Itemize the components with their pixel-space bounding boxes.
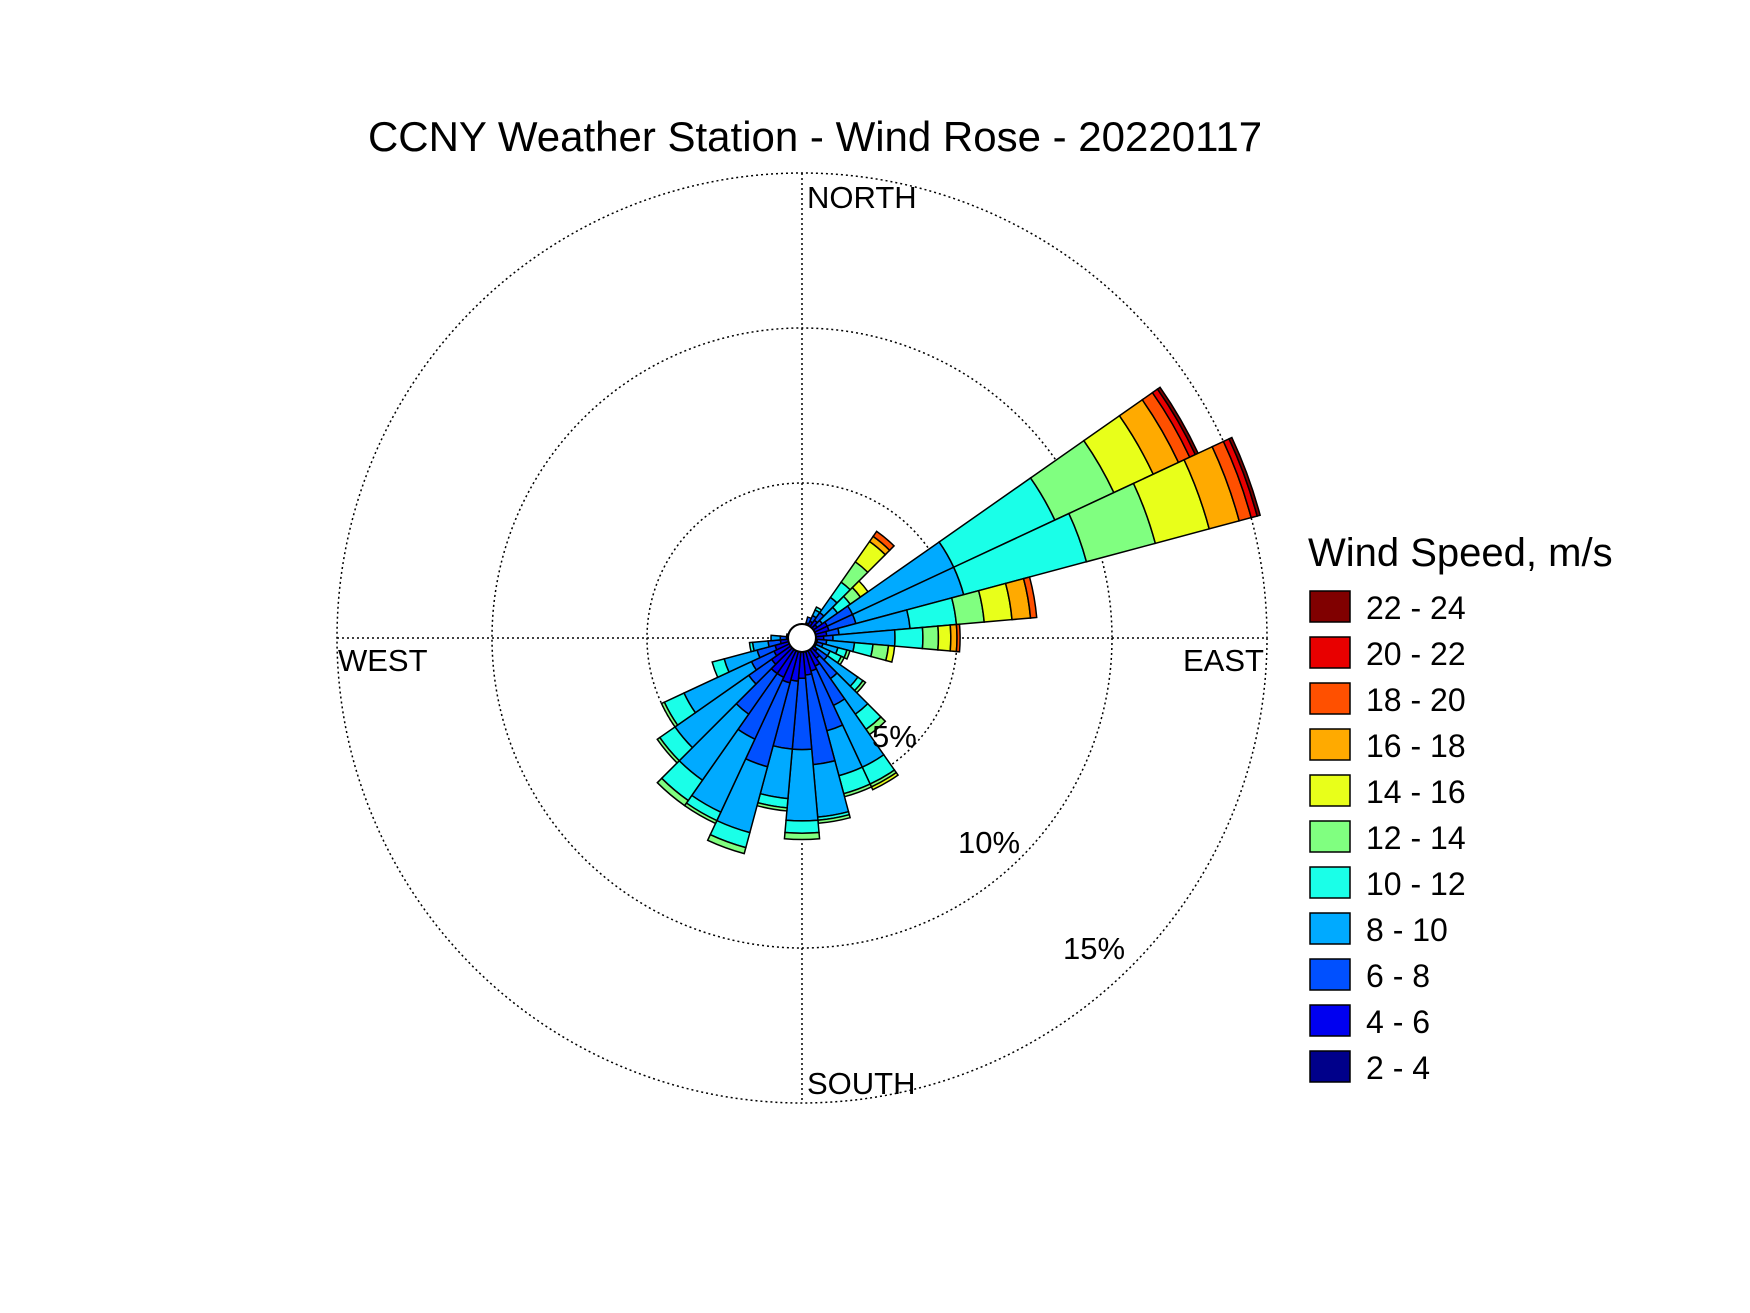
legend-swatch [1309, 1050, 1351, 1083]
sector-90-bin-18-20 [955, 623, 961, 653]
sector-110-bin-12-14 [843, 649, 851, 660]
legend-swatch [1309, 728, 1351, 761]
legend-label: 22 - 24 [1366, 590, 1466, 626]
legend-label: 20 - 22 [1366, 636, 1466, 672]
sector-270-bin-6-8 [779, 635, 788, 641]
label-south: SOUTH [807, 1066, 916, 1101]
sector-40-bin-18-20 [872, 530, 896, 552]
sector-230-bin-12-14 [656, 736, 681, 765]
ring-label-5: 5% [872, 719, 917, 754]
legend-swatch [1309, 820, 1351, 853]
legend-swatch [1309, 912, 1351, 945]
legend-swatch [1309, 958, 1351, 991]
legend-swatch [1309, 590, 1351, 623]
label-north: NORTH [807, 180, 917, 215]
sector-80-bin-18-20 [1022, 576, 1038, 619]
sector-90-bin-10-12 [893, 626, 924, 650]
legend-label: 2 - 4 [1366, 1050, 1430, 1086]
wind-sectors [656, 386, 1262, 855]
sector-150-bin-14-16 [870, 771, 900, 791]
legend-label: 18 - 20 [1366, 682, 1466, 718]
sector-180-bin-10-12 [784, 819, 820, 835]
sector-200-bin-12-14 [706, 833, 747, 855]
legend-title: Wind Speed, m/s [1308, 531, 1613, 575]
label-east: EAST [1183, 643, 1264, 678]
sector-260-bin-10-12 [748, 641, 756, 653]
sector-270-bin-8-10 [770, 634, 782, 642]
legend-label: 8 - 10 [1366, 912, 1448, 948]
ring-label-15: 15% [1063, 931, 1125, 966]
sector-250-bin-10-12 [711, 657, 730, 679]
legend-label: 4 - 6 [1366, 1004, 1430, 1040]
grid-ring-10 [491, 327, 1113, 949]
legend-label: 14 - 16 [1366, 774, 1466, 810]
chart-title: CCNY Weather Station - Wind Rose - 20220… [368, 113, 1262, 160]
legend-label: 10 - 12 [1366, 866, 1466, 902]
legend: Wind Speed, m/s 22 - 24 20 - 22 18 - 20 16 … [1308, 531, 1613, 1086]
sector-240-bin-12-14 [660, 701, 679, 728]
center-hole [787, 623, 817, 653]
sector-70-bin-22-24 [1228, 436, 1262, 517]
legend-swatch [1309, 866, 1351, 899]
sector-220-bin-12-14 [656, 777, 690, 807]
legend-swatch [1309, 682, 1351, 715]
sector-100-bin-14-16 [884, 644, 896, 663]
legend-label: 6 - 8 [1366, 958, 1430, 994]
legend-label: 16 - 18 [1366, 728, 1466, 764]
legend-swatch [1309, 636, 1351, 669]
legend-label: 12 - 14 [1366, 820, 1466, 856]
sector-90-bin-14-16 [937, 624, 952, 652]
sector-20-bin-6-8 [805, 616, 813, 625]
sector-180-bin-12-14 [783, 831, 821, 841]
label-west: WEST [338, 643, 428, 678]
legend-swatch [1309, 1004, 1351, 1037]
legend-swatch [1309, 774, 1351, 807]
grid-ring-15 [336, 172, 1268, 1104]
sector-90-bin-12-14 [921, 625, 940, 651]
sector-100-bin-10-12 [851, 641, 874, 658]
ring-label-10: 10% [958, 825, 1020, 860]
